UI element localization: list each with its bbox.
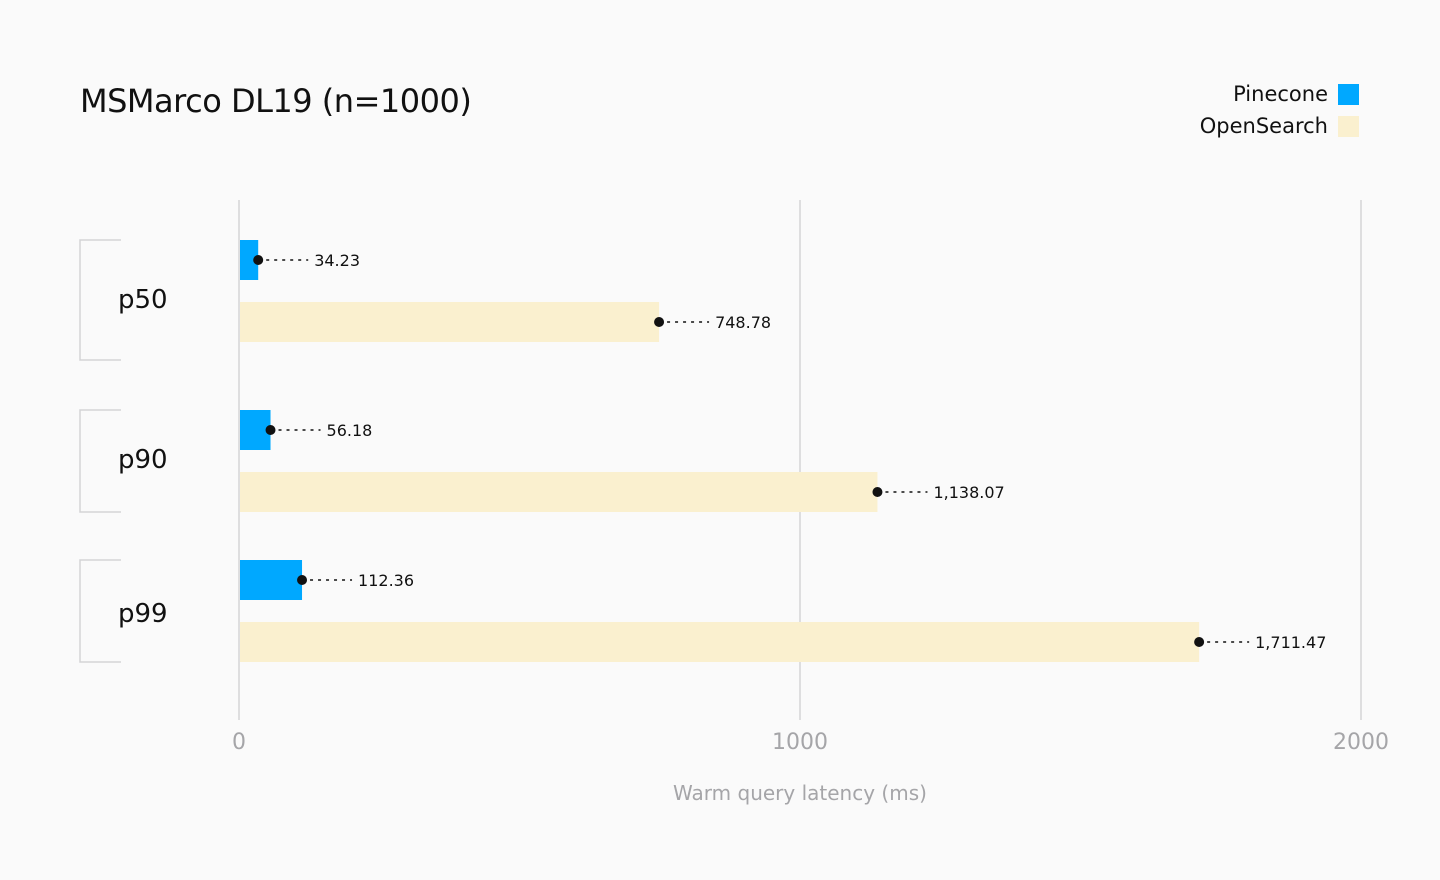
- bar-pinecone: [240, 240, 259, 280]
- data-label: 112.36: [358, 571, 414, 590]
- category-bracket: [79, 559, 121, 663]
- data-label: 34.23: [314, 251, 360, 270]
- legend-swatch: [1338, 115, 1359, 137]
- data-label: 56.18: [327, 421, 373, 440]
- data-label: 1,711.47: [1255, 633, 1326, 652]
- data-point: [297, 575, 308, 585]
- legend-label: Pinecone: [1233, 82, 1328, 106]
- category-label: p50: [118, 285, 168, 315]
- bar-pinecone: [240, 410, 271, 450]
- data-point: [253, 255, 264, 265]
- x-tick-label: 2000: [1333, 730, 1389, 755]
- data-point: [1194, 637, 1205, 647]
- legend-label: OpenSearch: [1199, 114, 1328, 138]
- bar-opensearch: [240, 472, 878, 512]
- bar-pinecone: [240, 560, 303, 600]
- data-point: [654, 317, 665, 327]
- category-label: p90: [118, 445, 168, 475]
- bar-opensearch: [240, 302, 660, 342]
- x-tick-label: 1000: [772, 730, 828, 755]
- chart-title: MSMarco DL19 (n=1000): [80, 82, 472, 120]
- category-bracket: [79, 409, 121, 513]
- x-tick-label: 0: [232, 730, 246, 755]
- bar-opensearch: [240, 622, 1200, 662]
- legend-swatch: [1338, 83, 1359, 105]
- data-point: [265, 425, 276, 435]
- x-axis-label: Warm query latency (ms): [673, 781, 927, 805]
- category-bracket: [79, 239, 121, 361]
- legend-item-pinecone: Pinecone: [1233, 82, 1359, 106]
- data-point: [872, 487, 883, 497]
- data-label: 748.78: [715, 313, 771, 332]
- data-label: 1,138.07: [933, 483, 1004, 502]
- category-label: p99: [118, 599, 168, 629]
- legend-item-opensearch: OpenSearch: [1200, 114, 1359, 138]
